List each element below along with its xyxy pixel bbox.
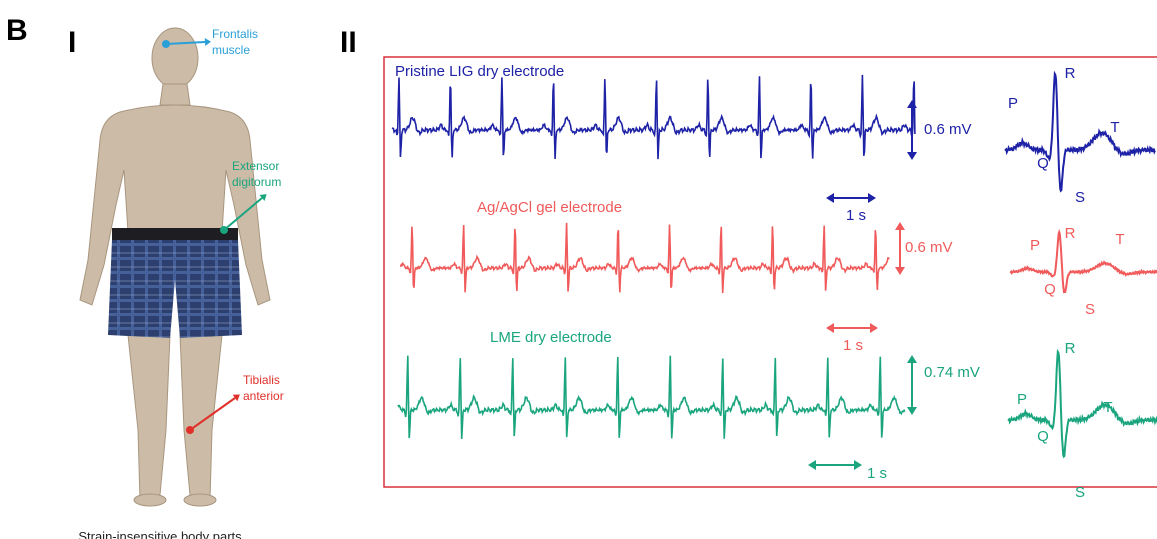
body-figure: [79, 27, 271, 507]
annotation-label: digitorum: [232, 175, 281, 189]
annotation-label: Tibialis: [243, 373, 280, 387]
part-label: II: [340, 26, 357, 59]
ecg-beat: [1007, 348, 1157, 459]
pointer: [223, 197, 263, 231]
ecg-trace: [399, 222, 890, 294]
wave-label: S: [1085, 301, 1095, 318]
ecg-trace: [397, 355, 906, 440]
panel-label: B: [6, 14, 28, 47]
annotation-label: anterior: [243, 389, 284, 403]
wave-label: R: [1065, 225, 1076, 242]
wave-label: Q: [1037, 155, 1049, 172]
trace-title: Ag/AgCl gel electrode: [477, 199, 622, 216]
ecg-trace: [391, 74, 916, 160]
time-label: 1 s: [867, 465, 887, 482]
wave-label: Q: [1037, 428, 1049, 445]
pointer-dot: [186, 426, 194, 434]
part-label: I: [68, 26, 76, 59]
wave-label: P: [1017, 391, 1027, 408]
pointer: [189, 397, 236, 431]
traces: Pristine LIG dry electrode 0.6 mV 1 s P Q R S T…: [391, 63, 1157, 501]
frame: [383, 56, 1157, 488]
wave-label: Q: [1044, 281, 1056, 298]
arrowhead: [259, 194, 267, 202]
arrowhead: [232, 394, 240, 402]
arrowhead: [204, 38, 211, 46]
caption: Strain-insensitive body parts: [78, 529, 242, 539]
wave-label: T: [1103, 399, 1112, 416]
wave-label: P: [1008, 95, 1018, 112]
amplitude-label: 0.6 mV: [905, 239, 953, 256]
pointer: [165, 41, 206, 45]
ecg-beat: [1009, 228, 1157, 294]
annotations: Frontalis muscle Extensor digitorum Tibialis…: [162, 27, 284, 434]
annotation-label: Extensor: [232, 159, 279, 173]
pointer-dot: [220, 226, 228, 234]
annotation-label: Frontalis: [212, 27, 258, 41]
wave-label: T: [1110, 119, 1119, 136]
waistband: [112, 228, 238, 240]
shorts: [108, 240, 242, 338]
pointer-dot: [162, 40, 170, 48]
amplitude-label: 0.74 mV: [924, 364, 980, 381]
annotation-label: muscle: [212, 43, 250, 57]
ecg-beat: [1004, 70, 1156, 193]
wave-label: R: [1065, 65, 1076, 82]
wave-label: P: [1030, 237, 1040, 254]
trace-title: LME dry electrode: [490, 329, 612, 346]
wave-label: T: [1115, 231, 1124, 248]
wave-label: S: [1075, 484, 1085, 501]
trace-title: Pristine LIG dry electrode: [395, 63, 564, 80]
time-label: 1 s: [846, 207, 866, 224]
time-label: 1 s: [843, 337, 863, 354]
amplitude-label: 0.6 mV: [924, 121, 972, 138]
wave-label: R: [1065, 340, 1076, 357]
wave-label: S: [1075, 189, 1085, 206]
